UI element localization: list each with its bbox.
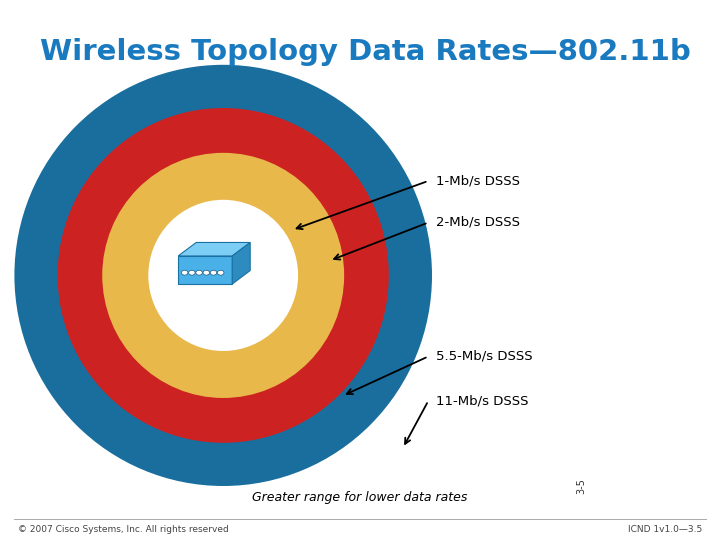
Text: Greater range for lower data rates: Greater range for lower data rates <box>252 491 468 504</box>
Text: 11-Mb/s DSSS: 11-Mb/s DSSS <box>436 394 528 407</box>
Polygon shape <box>232 242 251 284</box>
Text: 1-Mb/s DSSS: 1-Mb/s DSSS <box>436 174 520 187</box>
Circle shape <box>196 270 202 275</box>
Text: © 2007 Cisco Systems, Inc. All rights reserved: © 2007 Cisco Systems, Inc. All rights re… <box>18 525 229 534</box>
Ellipse shape <box>14 65 432 486</box>
Text: Wireless Topology Data Rates—802.11b: Wireless Topology Data Rates—802.11b <box>40 38 690 66</box>
Circle shape <box>217 270 224 275</box>
Text: 2-Mb/s DSSS: 2-Mb/s DSSS <box>436 216 520 229</box>
Circle shape <box>203 270 210 275</box>
Text: 3-5: 3-5 <box>576 478 586 494</box>
Ellipse shape <box>102 153 344 398</box>
Polygon shape <box>179 242 251 256</box>
Text: ICND 1v1.0—3.5: ICND 1v1.0—3.5 <box>628 525 702 534</box>
Ellipse shape <box>58 108 389 443</box>
Bar <box>179 256 232 284</box>
Ellipse shape <box>148 200 298 351</box>
Text: 5.5-Mb/s DSSS: 5.5-Mb/s DSSS <box>436 350 532 363</box>
Circle shape <box>181 270 188 275</box>
Circle shape <box>210 270 217 275</box>
Circle shape <box>189 270 195 275</box>
